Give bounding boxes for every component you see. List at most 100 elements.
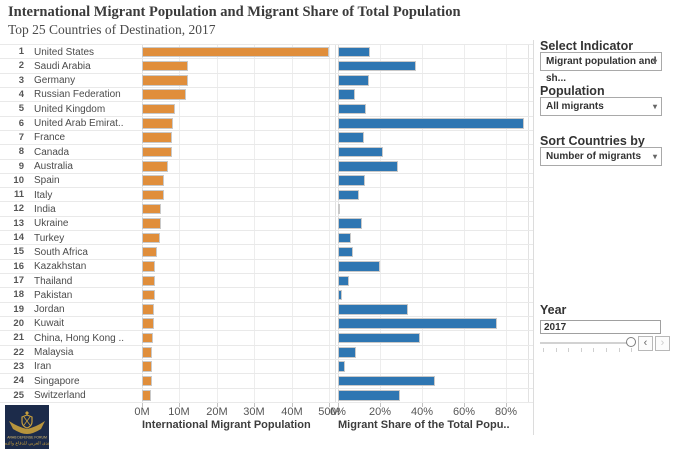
- migrant-population-bar[interactable]: [142, 46, 329, 57]
- table-row[interactable]: 17 Thailand: [0, 274, 533, 289]
- migrant-share-bar[interactable]: [338, 103, 367, 115]
- migrant-population-bar[interactable]: [142, 60, 188, 72]
- table-row[interactable]: 25 Switzerland: [0, 389, 533, 403]
- pane-border: [528, 44, 529, 403]
- slider-tick: [580, 348, 582, 352]
- migrant-share-bar[interactable]: [338, 60, 416, 72]
- migrant-population-bar[interactable]: [142, 232, 161, 244]
- migrant-share-bar[interactable]: [338, 261, 380, 272]
- population-value: All migrants: [546, 101, 604, 112]
- migrant-population-bar[interactable]: [142, 304, 154, 315]
- table-row[interactable]: 16 Kazakhstan: [0, 260, 533, 274]
- select-indicator-dropdown[interactable]: Migrant population and sh... ▾: [540, 52, 662, 84]
- table-row[interactable]: 2 Saudi Arabia: [0, 59, 533, 74]
- shield-wings-icon: ARAB DEFENSE FORUM المنتدى العربي للدفاع…: [0, 405, 56, 449]
- migrant-share-bar[interactable]: [338, 347, 356, 358]
- table-row[interactable]: 3 Germany: [0, 74, 533, 88]
- rank-label: 18: [13, 289, 24, 301]
- rank-label: 22: [13, 346, 24, 358]
- table-row[interactable]: 20 Kuwait: [0, 317, 533, 332]
- year-slider-handle[interactable]: [626, 337, 636, 347]
- axis-tick: [142, 403, 143, 407]
- migrant-share-bar[interactable]: [338, 203, 340, 215]
- migrant-share-bar[interactable]: [338, 361, 345, 372]
- table-row[interactable]: 5 United Kingdom: [0, 102, 533, 117]
- table-row[interactable]: 18 Pakistan: [0, 288, 533, 303]
- table-row[interactable]: 9 Australia: [0, 160, 533, 174]
- gridline: [254, 44, 255, 403]
- migrant-population-bar[interactable]: [142, 75, 188, 86]
- table-row[interactable]: 11 Italy: [0, 188, 533, 203]
- axis-tick-label: 20%: [368, 406, 392, 418]
- migrant-population-bar[interactable]: [142, 146, 172, 158]
- migrant-share-bar[interactable]: [338, 75, 370, 86]
- migrant-population-bar[interactable]: [142, 246, 157, 258]
- migrant-population-bar[interactable]: [142, 103, 175, 115]
- migrant-population-bar[interactable]: [142, 261, 156, 272]
- year-next-button[interactable]: ›: [655, 336, 670, 351]
- year-input[interactable]: [540, 320, 661, 334]
- migrant-share-bar[interactable]: [338, 175, 365, 186]
- migrant-population-bar[interactable]: [142, 361, 153, 372]
- country-label: Australia: [34, 161, 73, 172]
- table-row[interactable]: 14 Turkey: [0, 231, 533, 246]
- migrant-population-bar[interactable]: [142, 347, 153, 358]
- migrant-share-bar[interactable]: [338, 218, 362, 229]
- migrant-population-bar[interactable]: [142, 175, 165, 186]
- migrant-share-bar[interactable]: [338, 146, 384, 158]
- migrant-population-bar[interactable]: [142, 218, 161, 229]
- year-prev-button[interactable]: ‹: [638, 336, 653, 351]
- axis-tick: [464, 403, 465, 407]
- migrant-population-bar[interactable]: [142, 203, 162, 215]
- table-row[interactable]: 22 Malaysia: [0, 346, 533, 360]
- migrant-share-bar[interactable]: [338, 275, 349, 286]
- migrant-population-bar[interactable]: [142, 375, 152, 387]
- migrant-share-bar[interactable]: [338, 232, 351, 244]
- migrant-share-bar[interactable]: [338, 318, 497, 329]
- table-row[interactable]: 24 Singapore: [0, 374, 533, 389]
- table-row[interactable]: 19 Jordan: [0, 303, 533, 317]
- table-row[interactable]: 8 Canada: [0, 145, 533, 160]
- table-row[interactable]: 13 Ukraine: [0, 217, 533, 232]
- table-row[interactable]: 4 Russian Federation: [0, 88, 533, 103]
- sort-countries-dropdown[interactable]: Number of migrants ▾: [540, 147, 662, 166]
- migrant-share-bar[interactable]: [338, 390, 401, 401]
- migrant-population-bar[interactable]: [142, 89, 186, 100]
- table-row[interactable]: 12 India: [0, 202, 533, 217]
- migrant-population-bar[interactable]: [142, 189, 165, 201]
- migrant-population-bar[interactable]: [142, 275, 156, 286]
- migrant-population-bar[interactable]: [142, 118, 174, 129]
- country-label: Canada: [34, 146, 70, 158]
- migrant-share-bar[interactable]: [338, 89, 355, 100]
- migrant-population-bar[interactable]: [142, 161, 169, 172]
- migrant-share-bar[interactable]: [338, 375, 435, 387]
- migrant-share-bar[interactable]: [338, 161, 399, 172]
- table-row[interactable]: 6 United Arab Emirat..: [0, 117, 533, 131]
- migrant-share-bar[interactable]: [338, 118, 524, 129]
- migrant-population-bar[interactable]: [142, 318, 154, 329]
- migrant-share-bar[interactable]: [338, 46, 371, 57]
- year-slider-track[interactable]: [540, 342, 632, 344]
- migrant-population-bar[interactable]: [142, 289, 155, 301]
- population-dropdown[interactable]: All migrants ▾: [540, 97, 662, 116]
- migrant-share-bar[interactable]: [338, 289, 342, 301]
- country-label: Saudi Arabia: [34, 60, 91, 72]
- table-row[interactable]: 10 Spain: [0, 174, 533, 189]
- axis-tick: [380, 403, 381, 407]
- country-label: France: [34, 132, 66, 144]
- migrant-population-bar[interactable]: [142, 332, 153, 344]
- migrant-share-bar[interactable]: [338, 304, 408, 315]
- table-row[interactable]: 23 Iran: [0, 360, 533, 375]
- table-row[interactable]: 15 South Africa: [0, 245, 533, 260]
- migrant-share-bar[interactable]: [338, 246, 353, 258]
- migrant-population-bar[interactable]: [142, 132, 172, 143]
- table-row[interactable]: 21 China, Hong Kong ..: [0, 331, 533, 346]
- migrant-share-bar[interactable]: [338, 332, 421, 344]
- table-row[interactable]: 1 United States: [0, 45, 533, 60]
- slider-tick: [618, 348, 620, 352]
- migrant-share-bar[interactable]: [338, 132, 364, 143]
- chevron-down-icon: ▾: [652, 102, 657, 111]
- migrant-share-bar[interactable]: [338, 189, 359, 201]
- migrant-population-bar[interactable]: [142, 390, 152, 401]
- table-row[interactable]: 7 France: [0, 131, 533, 146]
